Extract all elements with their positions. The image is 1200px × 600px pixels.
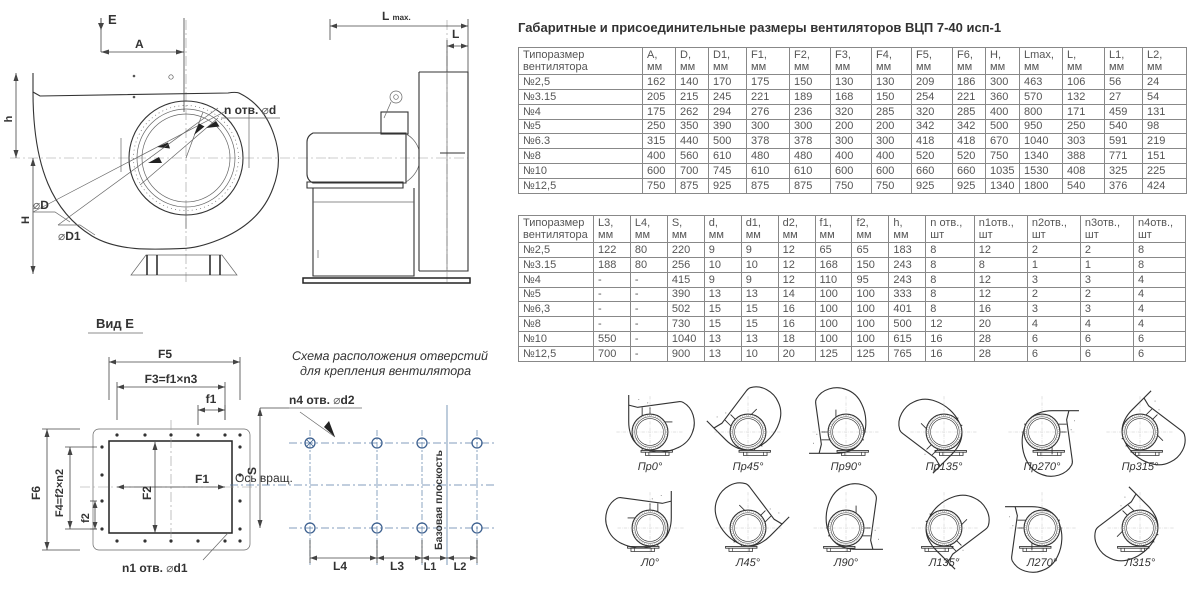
svg-text:для крепления вентилятора: для крепления вентилятора <box>300 364 471 378</box>
svg-text:L1: L1 <box>424 561 437 573</box>
svg-text:Пр0°: Пр0° <box>638 461 663 473</box>
svg-text:F2: F2 <box>140 486 154 500</box>
svg-text:Л90°: Л90° <box>833 557 859 569</box>
svg-text:Л135°: Л135° <box>928 557 960 569</box>
svg-text:L: L <box>452 27 459 41</box>
svg-text:F1: F1 <box>195 472 209 486</box>
svg-text:Л315°: Л315° <box>1124 557 1156 569</box>
svg-text:L3: L3 <box>390 559 404 573</box>
svg-text:Пр270°: Пр270° <box>1024 461 1061 473</box>
svg-text:L4: L4 <box>333 559 347 573</box>
svg-text:Пр90°: Пр90° <box>831 461 862 473</box>
svg-text:E: E <box>108 12 117 27</box>
svg-text:Пр315°: Пр315° <box>1122 461 1159 473</box>
svg-text:Пр45°: Пр45° <box>733 461 764 473</box>
svg-text:F4=f2×n2: F4=f2×n2 <box>54 469 66 517</box>
svg-text:n4 отв. ⌀d2: n4 отв. ⌀d2 <box>289 393 355 407</box>
svg-text:Ось вращ.: Ось вращ. <box>235 471 293 485</box>
svg-text:Базовая плоскость: Базовая плоскость <box>433 450 445 550</box>
svg-text:Схема расположения отверстий: Схема расположения отверстий <box>292 349 488 363</box>
svg-text:Л0°: Л0° <box>640 557 660 569</box>
svg-text:Л45°: Л45° <box>735 557 761 569</box>
svg-text:h: h <box>3 115 15 122</box>
svg-text:f2: f2 <box>80 513 92 523</box>
svg-text:A: A <box>135 37 144 51</box>
svg-text:F6: F6 <box>29 486 43 500</box>
svg-text:F3=f1×n3: F3=f1×n3 <box>145 372 198 386</box>
svg-text:F5: F5 <box>158 347 172 361</box>
svg-text:n отв. ⌀d: n отв. ⌀d <box>224 103 276 117</box>
svg-text:H: H <box>20 216 32 224</box>
svg-text:L2: L2 <box>454 561 467 573</box>
svg-text:Л270°: Л270° <box>1026 557 1058 569</box>
svg-text:⌀D: ⌀D <box>33 198 49 212</box>
svg-text:Вид Е: Вид Е <box>96 316 134 331</box>
svg-text:⌀D1: ⌀D1 <box>58 229 81 243</box>
svg-text:n1 отв. ⌀d1: n1 отв. ⌀d1 <box>122 561 188 575</box>
svg-text:L max.: L max. <box>382 9 411 23</box>
svg-text:S: S <box>245 467 259 475</box>
svg-text:f1: f1 <box>206 392 217 406</box>
svg-text:Пр135°: Пр135° <box>926 461 963 473</box>
